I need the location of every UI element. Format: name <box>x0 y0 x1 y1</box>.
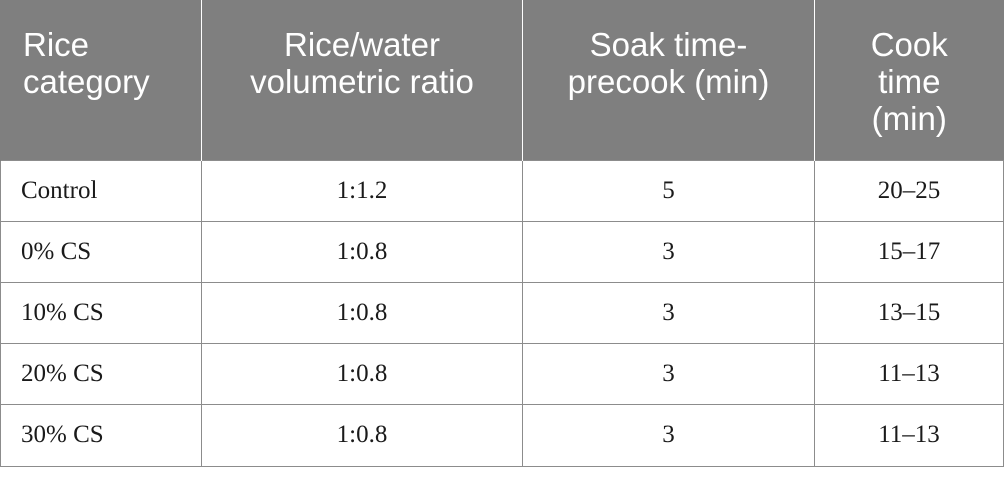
cell-rice-category: 0% CS <box>0 220 202 283</box>
table-row: 30% CS 1:0.8 3 11–13 <box>0 403 1004 467</box>
cell-cook-time: 20–25 <box>814 159 1004 222</box>
cell-soak-time: 3 <box>522 342 815 405</box>
cell-soak-time: 3 <box>522 281 815 344</box>
cell-ratio: 1:0.8 <box>201 403 523 467</box>
header-label: Cook time (min) <box>870 26 948 137</box>
table-row: 20% CS 1:0.8 3 11–13 <box>0 342 1004 405</box>
cell-ratio: 1:0.8 <box>201 281 523 344</box>
header-soak-time: Soak time-precook (min) <box>522 0 815 160</box>
cell-ratio: 1:1.2 <box>201 159 523 222</box>
cell-cook-time: 15–17 <box>814 220 1004 283</box>
header-label: Soak time-precook (min) <box>567 26 770 100</box>
cell-ratio: 1:0.8 <box>201 342 523 405</box>
cell-cook-time: 11–13 <box>814 342 1004 405</box>
cell-soak-time: 5 <box>522 159 815 222</box>
header-label: Rice category <box>23 26 150 100</box>
cell-soak-time: 3 <box>522 403 815 467</box>
data-table: Rice category Rice/water volumetric rati… <box>0 0 1004 467</box>
table-row: 10% CS 1:0.8 3 13–15 <box>0 281 1004 344</box>
table-body: Control 1:1.2 5 20–25 0% CS 1:0.8 3 15–1… <box>0 159 1004 467</box>
table-row: 0% CS 1:0.8 3 15–17 <box>0 220 1004 283</box>
cell-rice-category: Control <box>0 159 202 222</box>
cell-rice-category: 10% CS <box>0 281 202 344</box>
table-header: Rice category Rice/water volumetric rati… <box>0 0 1004 160</box>
cell-cook-time: 13–15 <box>814 281 1004 344</box>
header-rice-water-ratio: Rice/water volumetric ratio <box>201 0 523 160</box>
header-label: Rice/water volumetric ratio <box>250 26 474 100</box>
data-table-container: Rice category Rice/water volumetric rati… <box>0 0 1004 467</box>
header-rice-category: Rice category <box>0 0 202 160</box>
cell-rice-category: 20% CS <box>0 342 202 405</box>
header-cook-time: Cook time (min) <box>814 0 1004 160</box>
table-row: Control 1:1.2 5 20–25 <box>0 159 1004 222</box>
cell-soak-time: 3 <box>522 220 815 283</box>
cell-rice-category: 30% CS <box>0 403 202 467</box>
header-row: Rice category Rice/water volumetric rati… <box>0 0 1004 160</box>
cell-cook-time: 11–13 <box>814 403 1004 467</box>
cell-ratio: 1:0.8 <box>201 220 523 283</box>
